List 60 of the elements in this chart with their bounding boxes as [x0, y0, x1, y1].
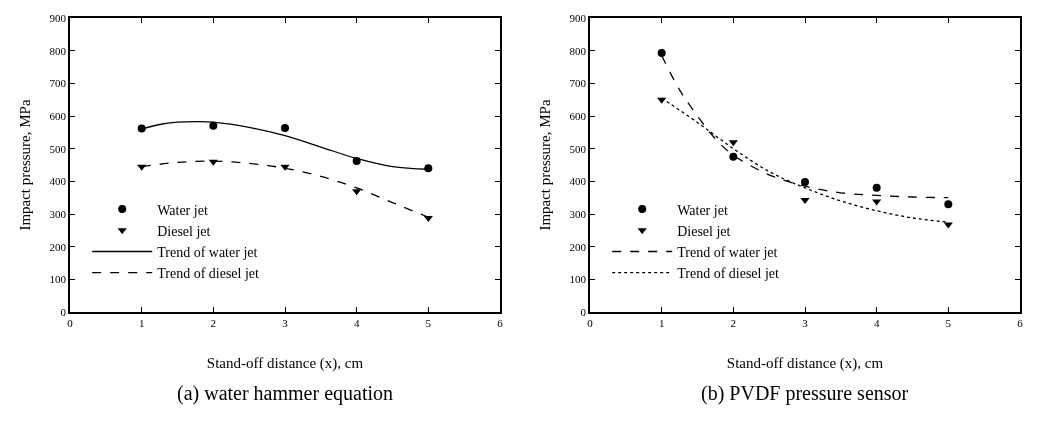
y-tick-label: 900 — [49, 11, 67, 24]
legend-label: Trend of diesel jet — [677, 266, 780, 282]
legend-label: Trend of water jet — [677, 244, 778, 260]
point — [872, 183, 881, 192]
y-tick-label: 400 — [49, 175, 67, 188]
y-tick-label: 600 — [569, 109, 587, 122]
point — [209, 121, 218, 130]
y-tick-label: 0 — [60, 305, 67, 318]
x-tick-label: 3 — [282, 316, 289, 329]
y-tick-label: 500 — [569, 142, 587, 155]
y-tick-label: 500 — [49, 142, 67, 155]
y-tick-label: 300 — [569, 207, 587, 220]
y-axis-title: Impact pressure, MPa — [536, 99, 553, 231]
point — [800, 197, 810, 204]
y-tick-label: 700 — [49, 77, 67, 90]
x-axis-title: Stand-off distance (x), cm — [206, 354, 364, 372]
x-tick-label: 2 — [730, 316, 737, 329]
legend-label: Diesel jet — [157, 223, 211, 239]
y-tick-label: 0 — [580, 305, 587, 318]
x-tick-label: 5 — [945, 316, 952, 329]
y-tick-label: 200 — [569, 240, 587, 253]
legend-label: Water jet — [157, 202, 208, 218]
legend-label: Trend of water jet — [157, 244, 258, 260]
text: (b) PVDF pressure sensor — [701, 382, 909, 405]
point — [657, 48, 666, 57]
legend-label: Water jet — [677, 202, 728, 218]
point — [801, 177, 809, 186]
x-tick-label: 1 — [658, 316, 665, 329]
x-tick-label: 6 — [497, 316, 504, 329]
x-tick-label: 2 — [210, 316, 217, 329]
x-tick-label: 1 — [138, 316, 145, 329]
legend-label: Diesel jet — [677, 223, 731, 239]
point — [424, 164, 433, 173]
y-tick-label: 700 — [569, 77, 587, 90]
y-tick-label: 400 — [569, 175, 587, 188]
point — [281, 124, 289, 133]
y-axis-title: Impact pressure, MPa — [16, 99, 33, 231]
y-tick-label: 800 — [49, 44, 67, 57]
y-tick-label: 300 — [49, 207, 67, 220]
x-axis-title: Stand-off distance (x), cm — [726, 354, 884, 372]
point — [352, 157, 361, 166]
y-tick-label: 600 — [49, 109, 67, 122]
point — [728, 140, 738, 147]
point — [137, 124, 146, 133]
y-tick-label: 100 — [569, 273, 587, 286]
point — [352, 189, 362, 196]
point — [944, 200, 953, 209]
x-tick-label: 5 — [425, 316, 432, 329]
y-tick-label: 200 — [49, 240, 67, 253]
x-tick-label: 3 — [802, 316, 809, 329]
point — [729, 152, 738, 161]
legend-label: Trend of diesel jet — [157, 266, 260, 282]
y-tick-label: 800 — [569, 44, 587, 57]
x-tick-label: 4 — [873, 316, 880, 329]
point — [943, 222, 953, 229]
x-tick-label: 4 — [353, 316, 360, 329]
text: (a) water hammer equation — [177, 382, 394, 405]
y-tick-label: 900 — [569, 11, 587, 24]
x-tick-label: 6 — [1017, 316, 1024, 329]
y-tick-label: 100 — [49, 273, 67, 286]
